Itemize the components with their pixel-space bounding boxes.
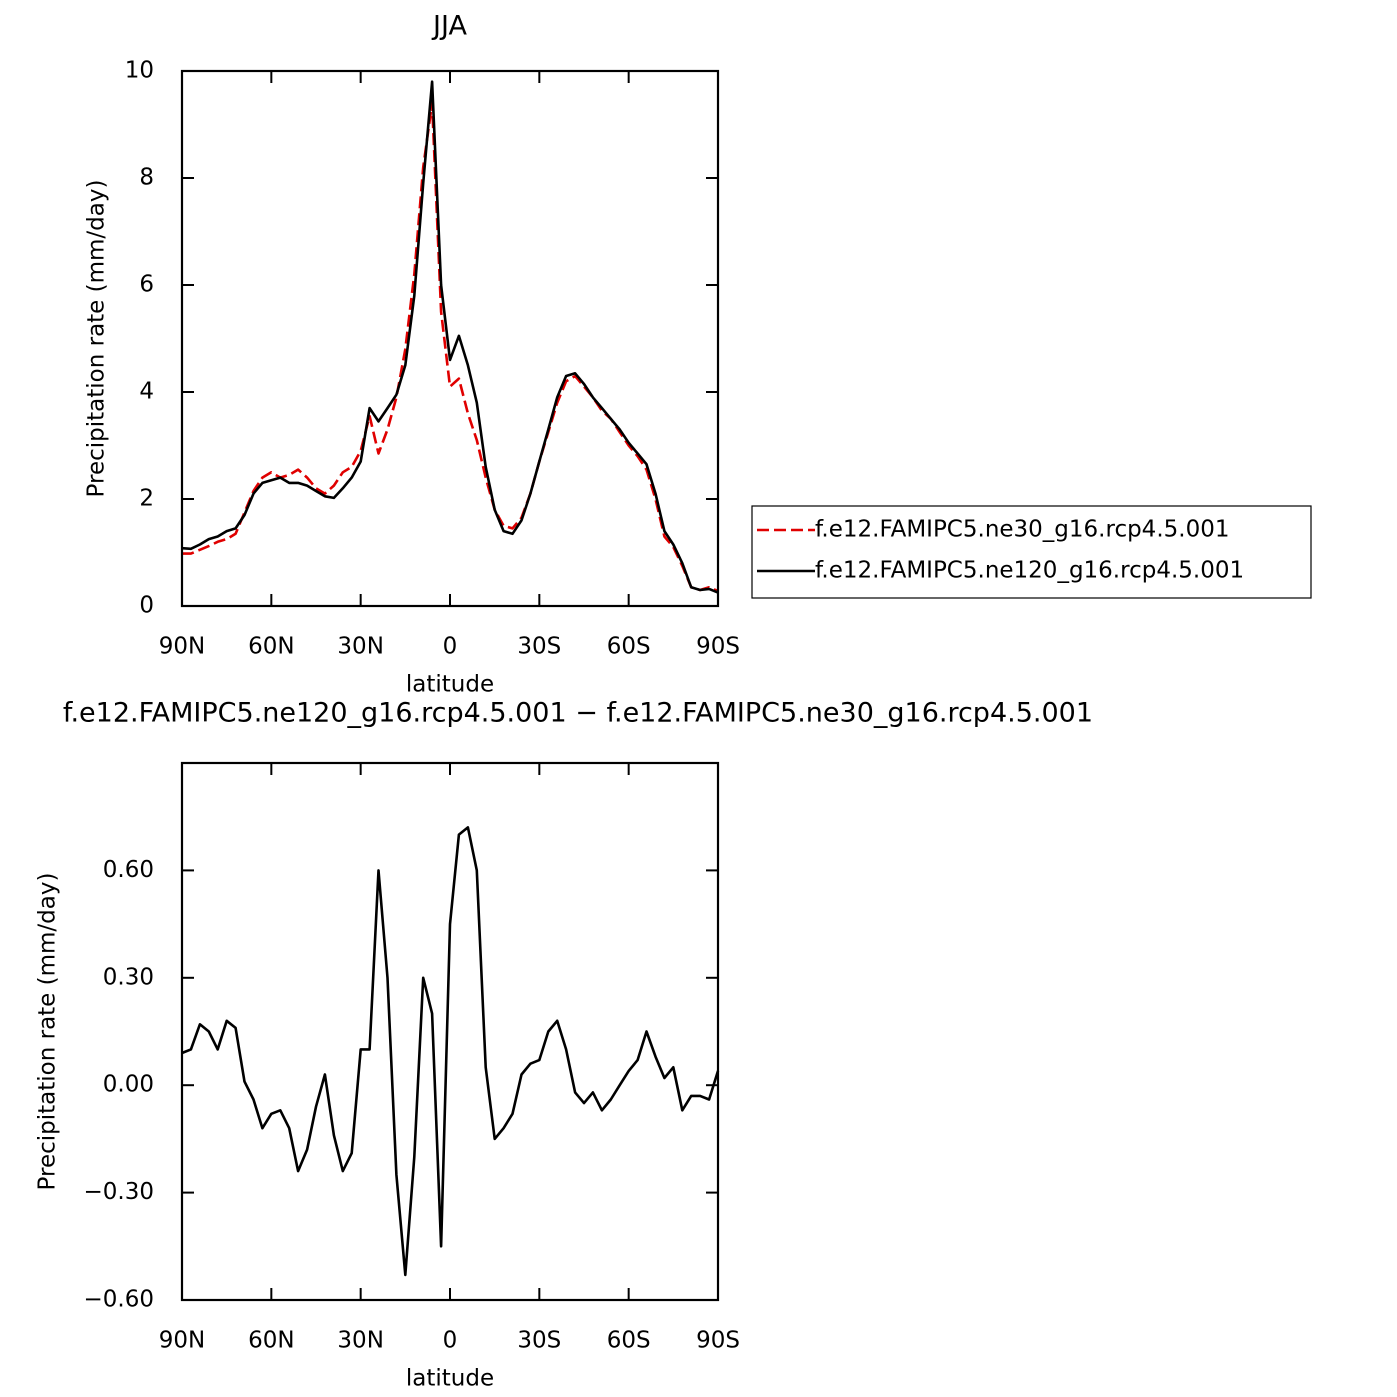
y-tick-label: 0.60 — [103, 857, 154, 883]
x-tick-label: 30N — [337, 634, 383, 660]
plot-frame — [180, 761, 720, 1302]
y-tick-label: 0.00 — [103, 1072, 154, 1098]
y-axis-label: Precipitation rate (mm/day) — [84, 180, 110, 498]
data-line — [181, 826, 720, 1277]
y-tick-label: 0.30 — [103, 964, 154, 990]
y-tick-label: 8 — [139, 165, 154, 191]
x-tick-label: 0 — [443, 634, 458, 660]
chart-title: f.e12.FAMIPC5.ne120_g16.rcp4.5.001 − f.e… — [63, 698, 1093, 729]
legend-box — [751, 505, 1312, 599]
y-tick-label: 6 — [139, 272, 154, 298]
x-axis-label: latitude — [406, 1366, 494, 1392]
x-axis-label: latitude — [406, 672, 494, 698]
plot-frame — [180, 69, 720, 608]
x-tick-label: 90N — [159, 634, 205, 660]
y-tick-label: 10 — [125, 58, 154, 84]
x-tick-label: 30S — [517, 634, 561, 660]
chart-title: JJA — [431, 11, 467, 42]
x-tick-label: 30N — [337, 1328, 383, 1354]
y-tick-label: −0.30 — [84, 1179, 154, 1205]
x-tick-label: 60S — [607, 1328, 651, 1354]
y-axis-label: Precipitation rate (mm/day) — [35, 873, 61, 1191]
data-line — [182, 101, 719, 593]
y-tick-label: 4 — [139, 379, 154, 405]
x-tick-label: 30S — [517, 1328, 561, 1354]
x-tick-label: 90S — [696, 634, 740, 660]
legend-label: f.e12.FAMIPC5.ne120_g16.rcp4.5.001 — [815, 558, 1244, 584]
y-tick-label: 0 — [139, 593, 154, 619]
data-line — [181, 80, 719, 594]
x-tick-label: 60N — [248, 1328, 294, 1354]
x-tick-label: 0 — [443, 1328, 458, 1354]
x-tick-label: 90S — [696, 1328, 740, 1354]
y-tick-label: −0.60 — [84, 1287, 154, 1313]
x-tick-label: 60N — [248, 634, 294, 660]
y-tick-label: 2 — [139, 486, 154, 512]
x-tick-label: 60S — [607, 634, 651, 660]
x-tick-label: 90N — [159, 1328, 205, 1354]
legend-label: f.e12.FAMIPC5.ne30_g16.rcp4.5.001 — [815, 517, 1229, 543]
